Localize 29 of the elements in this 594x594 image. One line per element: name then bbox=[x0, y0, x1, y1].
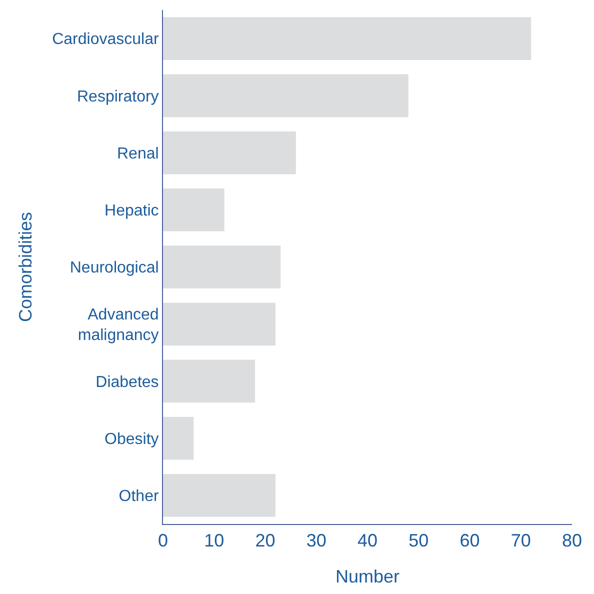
x-tick-label: 70 bbox=[510, 530, 531, 551]
y-tick-label: Renal bbox=[116, 145, 159, 162]
y-tick-label: Hepatic bbox=[104, 202, 159, 220]
bar bbox=[163, 360, 256, 403]
bar bbox=[163, 188, 224, 232]
x-tick-label: 30 bbox=[306, 530, 326, 551]
y-tick-label: Diabetes bbox=[96, 374, 159, 391]
y-tick-label: Respiratory bbox=[76, 88, 159, 106]
x-tick-label: 10 bbox=[204, 530, 224, 551]
x-tick-label: 60 bbox=[460, 530, 480, 551]
x-tick-label: 0 bbox=[158, 530, 168, 551]
x-axis-title: Number bbox=[335, 566, 400, 587]
x-tick-label: 80 bbox=[562, 530, 582, 551]
bar bbox=[163, 246, 281, 288]
y-tick-label: Cardiovascular bbox=[52, 31, 160, 48]
bar bbox=[163, 131, 296, 174]
y-tick-label: Other bbox=[118, 488, 160, 506]
bar bbox=[163, 74, 408, 118]
bar bbox=[163, 302, 276, 346]
bar bbox=[163, 474, 276, 517]
bar bbox=[163, 17, 532, 60]
y-tick-label: Obesity bbox=[104, 430, 159, 448]
bar bbox=[163, 416, 194, 460]
x-tick-label: 40 bbox=[357, 530, 378, 551]
y-tick-label: Advanced malignancy bbox=[78, 306, 159, 344]
x-tick-label: 20 bbox=[255, 530, 276, 551]
y-tick-label: Neurological bbox=[70, 260, 159, 277]
y-axis-title: Comorbidities bbox=[15, 212, 36, 322]
x-tick-label: 50 bbox=[408, 530, 429, 551]
